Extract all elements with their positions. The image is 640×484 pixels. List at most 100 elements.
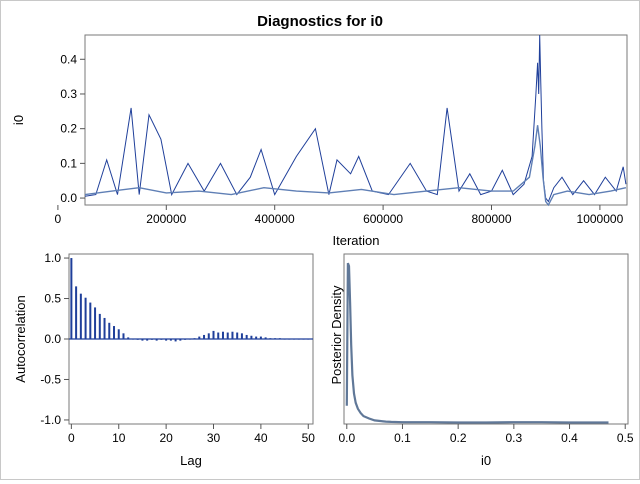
acf-y-tick-label: 0.5 [44, 292, 61, 306]
acf-bar [221, 331, 224, 339]
trace-y-axis-label: i0 [11, 115, 26, 125]
density-y-axis-label: Posterior Density [329, 285, 344, 384]
trace-x-tick-label: 600000 [363, 212, 403, 226]
acf-bar [146, 339, 149, 341]
acf-y-tick-label: 0.0 [44, 332, 61, 346]
acf-bar [117, 329, 120, 339]
trace-y-tick-label: 0.1 [60, 156, 77, 170]
acf-x-tick-label: 40 [254, 431, 268, 445]
acf-bar [217, 332, 220, 339]
acf-bar [174, 339, 177, 342]
trace-series-line-1 [84, 125, 627, 207]
trace-x-tick-label: 200000 [146, 212, 186, 226]
density-curve-group [345, 262, 609, 424]
acf-bar [122, 333, 125, 339]
acf-bar [136, 339, 139, 340]
density-x-tick-label: 0.3 [505, 431, 522, 445]
acf-bar [255, 336, 258, 339]
acf-bar [274, 338, 277, 339]
trace-y-tick-label: 0.4 [60, 52, 77, 66]
posterior-density-plot: 0.0 0.1 0.2 0.3 0.4 0.5 i0 Posterior Density [329, 253, 634, 468]
acf-x-tick-label: 30 [207, 431, 221, 445]
acf-bar [113, 326, 116, 339]
acf-x-axis-label: Lag [180, 453, 202, 468]
trace-plot: 0 200000 400000 600000 800000 1000000 0.0 0.1 0.… [11, 34, 628, 248]
density-x-axis-label: i0 [481, 453, 491, 468]
acf-bar [188, 339, 191, 340]
acf-bar [155, 339, 158, 341]
density-x-tick-label: 0.5 [617, 431, 634, 445]
acf-bar [75, 286, 78, 339]
acf-bar [236, 332, 239, 339]
acf-bar [160, 339, 163, 340]
acf-bar [169, 339, 172, 341]
acf-bar [231, 331, 234, 339]
acf-bar [203, 334, 206, 339]
acf-bar [307, 339, 310, 340]
acf-bar [84, 297, 87, 339]
acf-ticks: 0 10 20 30 40 50 -1.0 -0.5 0.0 0.5 1.0 [40, 251, 315, 445]
acf-bar [108, 322, 111, 339]
density-x-tick-label: 0.0 [338, 431, 355, 445]
acf-x-tick-label: 0 [68, 431, 75, 445]
acf-bar [165, 339, 168, 341]
trace-x-axis-label: Iteration [333, 233, 380, 248]
acf-bar [207, 333, 210, 339]
acf-bar [150, 339, 153, 340]
acf-x-tick-label: 20 [159, 431, 173, 445]
acf-bar [245, 334, 248, 339]
density-curve [345, 262, 609, 424]
acf-bar [283, 339, 286, 340]
acf-y-axis-label: Autocorrelation [13, 295, 28, 382]
density-x-tick-label: 0.2 [450, 431, 467, 445]
trace-x-tick-label: 0 [55, 212, 62, 226]
trace-ticks: 0 200000 400000 600000 800000 1000000 0.0 0.1 0.… [55, 52, 624, 226]
acf-bar [288, 339, 291, 340]
trace-plot-frame [84, 34, 628, 206]
acf-bar [264, 337, 267, 339]
acf-bar [131, 339, 134, 340]
acf-bar [198, 336, 201, 339]
density-x-tick-label: 0.4 [561, 431, 578, 445]
acf-bar [240, 333, 243, 339]
acf-y-tick-label: -0.5 [40, 372, 61, 386]
acf-bar [79, 293, 82, 339]
trace-series [84, 34, 627, 207]
acf-bar [212, 330, 215, 339]
acf-bar [179, 339, 182, 341]
acf-bar [94, 307, 97, 339]
acf-bar [302, 339, 305, 340]
trace-y-tick-label: 0.2 [60, 122, 77, 136]
trace-series-line-0 [84, 34, 627, 203]
acf-x-tick-label: 10 [112, 431, 126, 445]
trace-x-tick-label: 1000000 [577, 212, 624, 226]
acf-bar [127, 337, 130, 339]
autocorrelation-plot: 0 10 20 30 40 50 -1.0 -0.5 0.0 0.5 1.0 Lag Autocor… [13, 251, 315, 468]
density-x-tick-label: 0.1 [394, 431, 411, 445]
acf-bar [293, 339, 296, 340]
density-plot-frame [343, 253, 629, 425]
acf-bar [89, 302, 92, 339]
trace-x-tick-label: 800000 [471, 212, 511, 226]
density-ticks: 0.0 0.1 0.2 0.3 0.4 0.5 [338, 424, 634, 445]
acf-x-tick-label: 50 [302, 431, 316, 445]
acf-bar [193, 338, 196, 339]
acf-bar [226, 332, 229, 339]
acf-bar [269, 338, 272, 339]
acf-bar [297, 339, 300, 340]
acf-bar [184, 339, 187, 340]
chart-title: Diagnostics for i0 [257, 13, 383, 30]
acf-bar [103, 317, 106, 339]
acf-bar [70, 258, 73, 339]
acf-bar [141, 339, 144, 341]
acf-bar [259, 336, 262, 339]
trace-x-tick-label: 400000 [255, 212, 295, 226]
acf-bar [278, 338, 281, 339]
acf-bar [250, 335, 253, 339]
trace-y-tick-label: 0.0 [60, 191, 77, 205]
acf-bar [98, 313, 101, 339]
trace-y-tick-label: 0.3 [60, 87, 77, 101]
acf-y-tick-label: 1.0 [44, 251, 61, 265]
acf-y-tick-label: -1.0 [40, 413, 61, 427]
